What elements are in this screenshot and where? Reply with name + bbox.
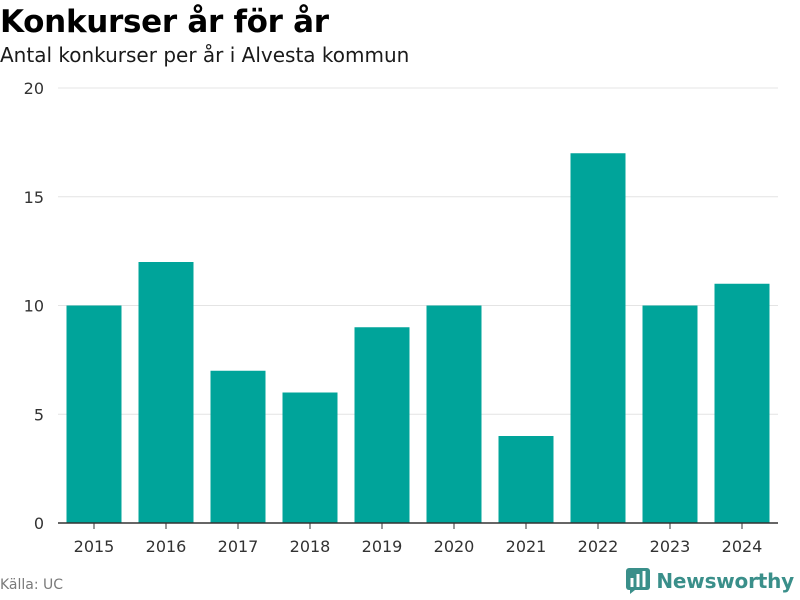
y-tick-label: 15 [24, 188, 44, 207]
y-tick-label: 5 [34, 405, 44, 424]
x-tick-label: 2021 [506, 537, 547, 556]
x-tick-label: 2023 [650, 537, 691, 556]
bar-2020 [426, 305, 482, 523]
bar-2019 [354, 327, 410, 523]
bar-2023 [642, 305, 698, 523]
chart-title: Konkurser år för år [0, 4, 329, 40]
bar-2016 [138, 262, 194, 523]
bar-2017 [210, 370, 266, 523]
x-tick-label: 2017 [218, 537, 259, 556]
bar-2015 [66, 305, 122, 523]
brand-name: Newsworthy [656, 569, 794, 593]
bar-2018 [282, 392, 338, 523]
bar-2022 [570, 153, 626, 523]
y-tick-label: 20 [24, 79, 44, 98]
source-note: Källa: UC [0, 577, 64, 593]
x-tick-label: 2019 [362, 537, 403, 556]
brand-logo[interactable]: Newsworthy [626, 568, 794, 594]
bar-2024 [714, 283, 770, 523]
x-tick-label: 2016 [146, 537, 187, 556]
x-tick-label: 2020 [434, 537, 475, 556]
x-tick-label: 2018 [290, 537, 331, 556]
newsworthy-logo-icon [626, 568, 651, 594]
y-tick-label: 10 [24, 297, 44, 316]
y-tick-label: 0 [34, 514, 44, 533]
x-tick-label: 2022 [578, 537, 619, 556]
bar-2021 [498, 436, 554, 523]
chart-subtitle: Antal konkurser per år i Alvesta kommun [0, 43, 410, 67]
x-tick-label: 2015 [74, 537, 115, 556]
x-tick-label: 2024 [722, 537, 763, 556]
